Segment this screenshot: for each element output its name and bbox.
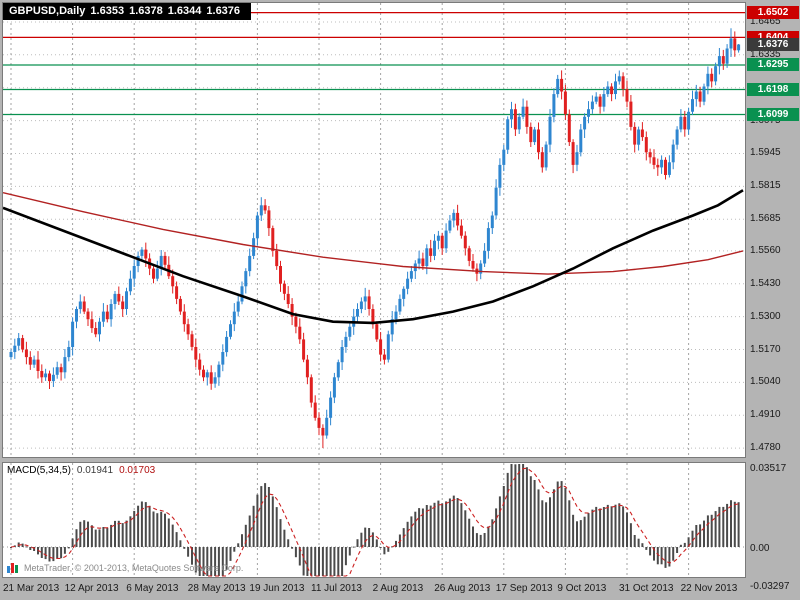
macd-axis-label: -0.03297	[750, 581, 790, 592]
ma-black-line[interactable]	[3, 189, 744, 325]
date-tick-label: 17 Sep 2013	[495, 583, 553, 594]
ohlc-low-value: 1.6344	[167, 5, 202, 17]
macd-canvas	[3, 463, 745, 577]
date-tick-label: 2 Aug 2013	[372, 583, 424, 594]
macd-axis-label: 0.03517	[750, 463, 787, 474]
macd-indicator-label: MACD(5,34,5) 0.01941 0.01703	[7, 465, 155, 476]
date-tick-label: 26 Aug 2013	[434, 583, 491, 594]
macd-histogram	[10, 464, 740, 576]
date-tick-label: 19 Jun 2013	[249, 583, 305, 594]
price-tick-label: 1.5560	[750, 244, 781, 256]
macd-signal-line	[10, 467, 739, 577]
chart-symbol-label: GBPUSD,Daily	[9, 5, 86, 17]
metatrader-logo-icon	[7, 563, 18, 573]
price-tick-label: 1.5945	[750, 147, 781, 159]
macd-grid	[3, 463, 745, 577]
price-tick-label: 1.4910	[750, 409, 781, 421]
time-axis[interactable]: 21 Mar 2013 12 Apr 2013 6 May 2013 28 May 2…	[0, 578, 746, 600]
chart-ohlc-title: GBPUSD,Daily 1.6353 1.6378 1.6344 1.6376	[3, 3, 252, 20]
price-level-badge: 1.6099	[747, 108, 799, 122]
price-level-badge: 1.6295	[747, 58, 799, 72]
date-tick-label: 22 Nov 2013	[680, 583, 738, 594]
macd-indicator-panel[interactable]: MACD(5,34,5) 0.01941 0.01703 MetaTrader, ©…	[2, 462, 746, 578]
date-tick-label: 21 Mar 2013	[3, 583, 60, 594]
price-level-badge: 1.6198	[747, 83, 799, 96]
price-tick-label: 1.5040	[750, 376, 781, 388]
price-chart-canvas	[3, 3, 745, 457]
price-tick-label: 1.5170	[750, 343, 781, 355]
date-tick-label: 11 Jul 2013	[311, 583, 362, 594]
price-tick-label: 1.5300	[750, 310, 781, 322]
date-tick-label: 9 Oct 2013	[557, 583, 607, 594]
copyright-notice: MetaTrader, © 2001-2013, MetaQuotes Soft…	[7, 562, 243, 574]
level-lines[interactable]	[3, 11, 745, 116]
date-tick-label: 6 May 2013	[126, 583, 179, 594]
price-tick-label: 1.5685	[750, 213, 781, 225]
price-tick-label: 1.6335	[750, 48, 781, 60]
candles[interactable]	[9, 28, 741, 449]
price-axis[interactable]: 1.64651.63351.62051.60751.59451.58151.56…	[746, 0, 800, 600]
price-tick-label: 1.6465	[750, 15, 781, 27]
macd-signal-value: 0.01703	[119, 465, 156, 476]
macd-name: MACD(5,34,5)	[7, 465, 71, 476]
macd-axis-label: 0.00	[750, 543, 770, 554]
current-price-badge: 1.6376	[747, 37, 799, 51]
ohlc-high-value: 1.6378	[129, 5, 163, 17]
price-tick-label: 1.4780	[750, 442, 781, 454]
price-level-badge: 1.6502	[747, 6, 799, 20]
price-tick-label: 1.5430	[750, 277, 781, 289]
price-chart-panel[interactable]: GBPUSD,Daily 1.6353 1.6378 1.6344 1.6376	[2, 2, 746, 458]
date-tick-label: 12 Apr 2013	[64, 583, 119, 594]
date-tick-label: 28 May 2013	[187, 583, 246, 594]
copyright-text: MetaTrader, © 2001-2013, MetaQuotes Soft…	[24, 563, 244, 573]
ohlc-close-value: 1.6376	[206, 5, 241, 17]
price-tick-label: 1.5815	[750, 180, 781, 192]
ohlc-open-value: 1.6353	[90, 5, 125, 17]
macd-main-value: 0.01941	[76, 465, 114, 476]
ma-red-line[interactable]	[3, 192, 744, 275]
grid	[3, 3, 745, 457]
date-tick-label: 31 Oct 2013	[619, 583, 674, 594]
